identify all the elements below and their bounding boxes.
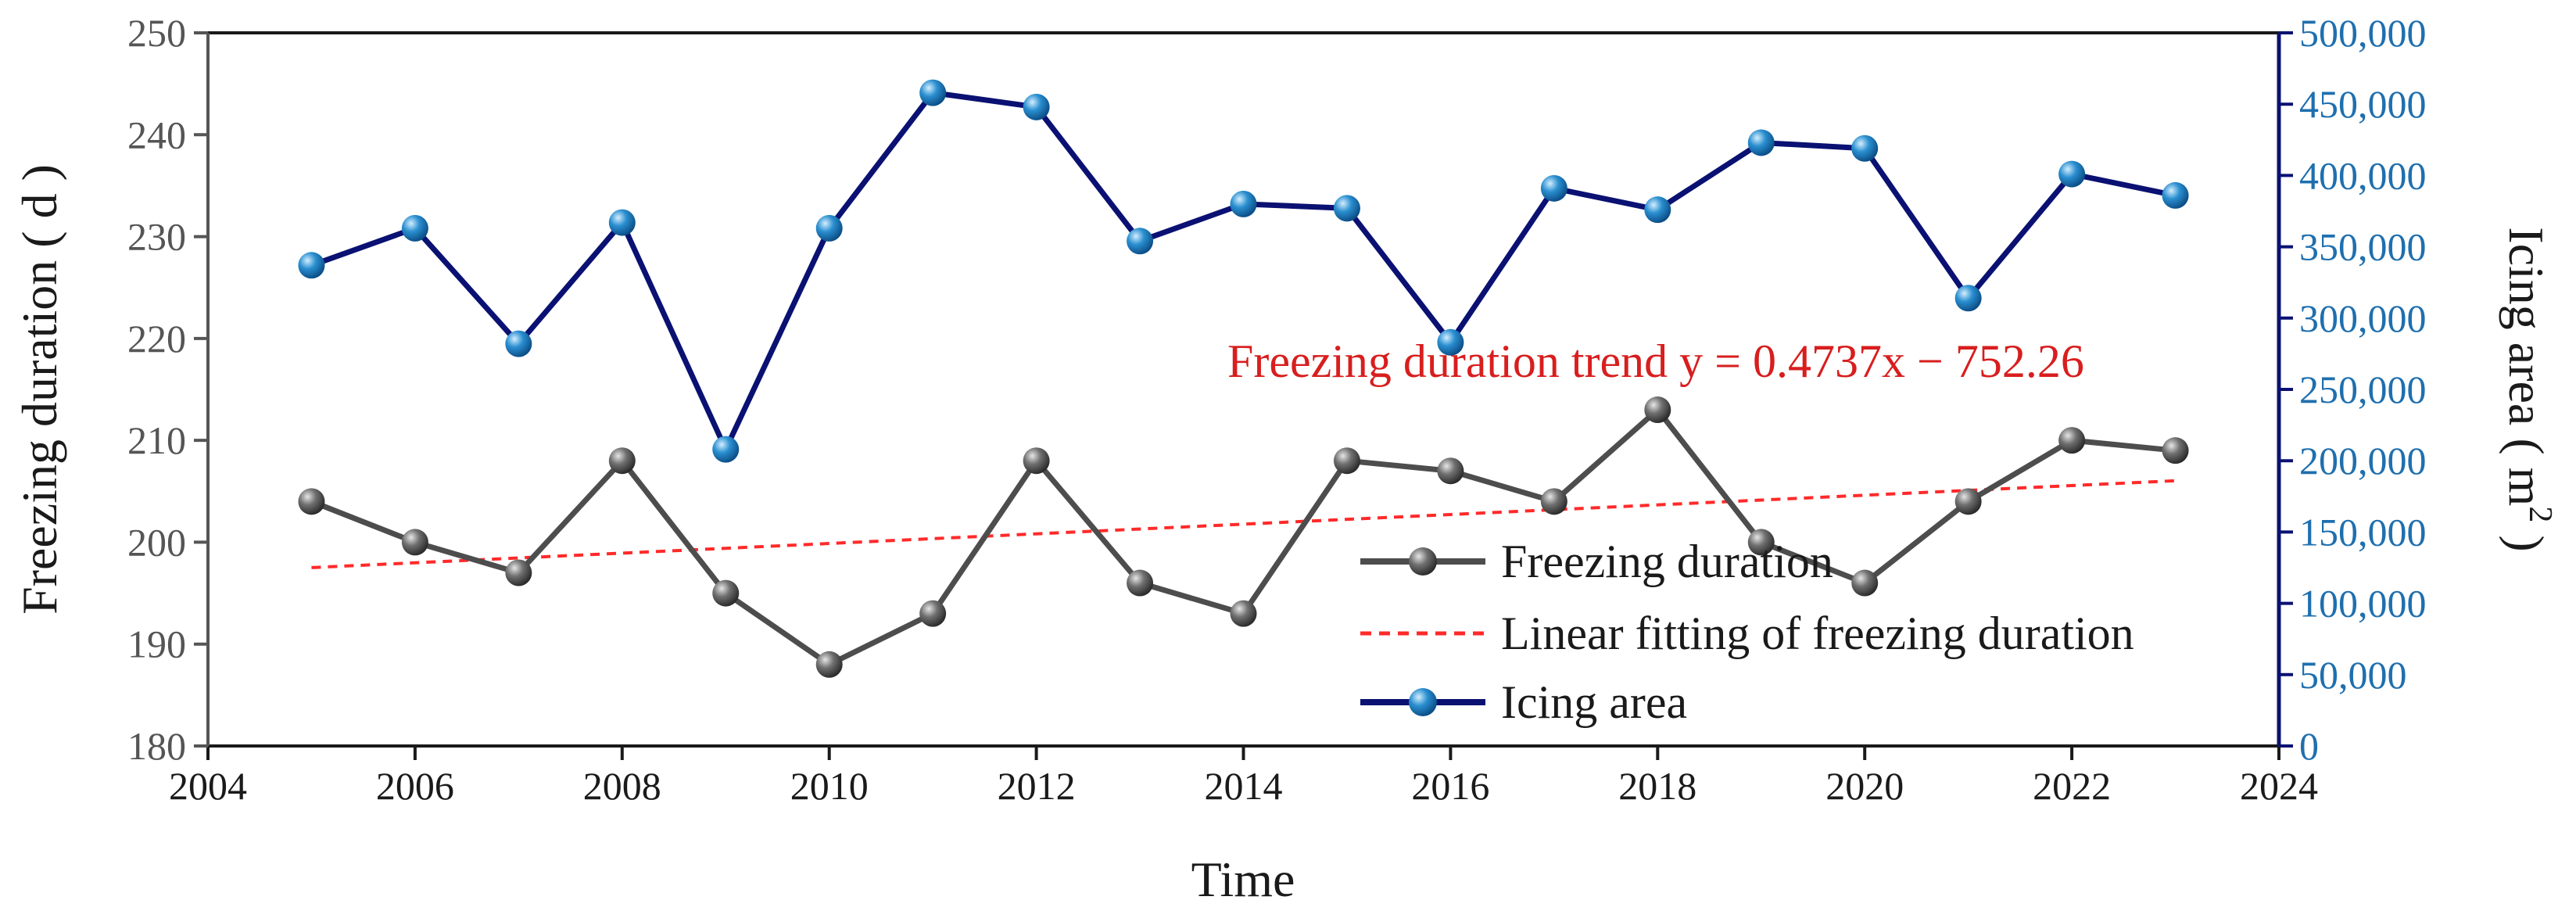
- legend-marker-icing-area: [1409, 688, 1437, 716]
- icing-area-point: [1230, 190, 1257, 217]
- y-axis-right-title: Icing area ( m2 ): [2499, 227, 2558, 551]
- y-left-tick-label: 190: [127, 622, 186, 666]
- y-axis-left-title: Freezing duration ( d ): [12, 164, 67, 615]
- y-left-tick-label: 200: [127, 520, 186, 564]
- y-right-tick-label: 300,000: [2299, 296, 2427, 340]
- y-right-ticks: 0 50,000 100,000 150,000 200,000 250,000 300,0…: [2279, 11, 2427, 768]
- icing-area-point: [919, 79, 947, 106]
- plot-area: [298, 79, 2189, 678]
- legend-marker-freezing-duration: [1409, 547, 1437, 576]
- freezing-duration-point: [1954, 488, 1982, 515]
- y-left-tick-label: 180: [127, 724, 186, 768]
- freezing-duration-point: [1023, 447, 1050, 475]
- y-axis-right-title-close: ): [2499, 522, 2554, 551]
- freezing-duration-point: [919, 600, 947, 627]
- icing-area-point: [401, 214, 428, 242]
- icing-area-point: [1851, 134, 1879, 162]
- x-tick-label: 2016: [1411, 764, 1489, 808]
- y-left-tick-label: 250: [127, 11, 186, 55]
- freezing-duration-point: [298, 488, 325, 515]
- x-tick-label: 2010: [790, 764, 869, 808]
- y-axis-right-title-main: Icing area ( m: [2499, 227, 2554, 506]
- series-icing-area-line: [310, 90, 2177, 453]
- y-right-tick-label: 450,000: [2299, 82, 2427, 126]
- icing-area-point: [1954, 285, 1982, 312]
- y-left-tick-label: 230: [127, 215, 186, 259]
- freezing-duration-point: [1230, 600, 1257, 627]
- legend-label-icing-area: Icing area: [1501, 676, 1687, 728]
- y-right-tick-label: 200,000: [2299, 439, 2427, 482]
- icing-area-point: [712, 436, 740, 463]
- icing-area-point: [1127, 228, 1154, 255]
- y-right-tick-label: 400,000: [2299, 153, 2427, 197]
- x-axis-title: Time: [1191, 852, 1295, 907]
- icing-area-point: [2058, 160, 2086, 188]
- y-right-tick-label: 150,000: [2299, 510, 2427, 554]
- x-tick-label: 2014: [1205, 764, 1283, 808]
- icing-area-point: [1540, 174, 1567, 202]
- y-left-tick-label: 220: [127, 317, 186, 360]
- freezing-duration-point: [505, 559, 532, 586]
- icing-area-point: [1333, 195, 1360, 222]
- freezing-duration-point: [2162, 437, 2189, 464]
- y-right-tick-label: 500,000: [2299, 11, 2427, 55]
- x-tick-label: 2006: [376, 764, 454, 808]
- legend-label-linear-fitting: Linear fitting of freezing duration: [1501, 608, 2134, 659]
- y-left-tick-label: 240: [127, 113, 186, 156]
- x-tick-label: 2008: [583, 764, 661, 808]
- icing-area-point: [2162, 181, 2189, 209]
- icing-area-point: [1437, 328, 1464, 356]
- freezing-duration-point: [1540, 488, 1567, 515]
- freezing-duration-point: [815, 651, 843, 678]
- x-tick-label: 2022: [2033, 764, 2111, 808]
- freezing-duration-point: [401, 529, 428, 556]
- icing-area-point: [815, 214, 843, 242]
- y-left-ticks: 180 190 200 210 220 230 240 250: [127, 11, 208, 768]
- freezing-duration-point: [1747, 529, 1775, 556]
- freezing-duration-point: [1127, 569, 1154, 597]
- freezing-duration-point: [1644, 396, 1671, 424]
- x-tick-label: 2020: [1825, 764, 1904, 808]
- legend-label-freezing-duration: Freezing duration: [1501, 536, 1833, 587]
- y-right-tick-label: 0: [2299, 724, 2319, 768]
- y-right-tick-label: 250,000: [2299, 368, 2427, 411]
- icing-area-point: [1747, 129, 1775, 156]
- x-tick-label: 2018: [1618, 764, 1696, 808]
- y-left-tick-label: 210: [127, 418, 186, 462]
- freezing-duration-point: [2058, 427, 2086, 454]
- icing-area-point: [505, 330, 532, 357]
- freezing-duration-point: [1437, 457, 1464, 485]
- icing-area-point: [608, 209, 636, 236]
- icing-area-point: [298, 252, 325, 279]
- legend: Freezing duration Linear fitting of free…: [1360, 536, 2134, 728]
- y-right-tick-label: 350,000: [2299, 225, 2427, 269]
- y-right-tick-label: 50,000: [2299, 653, 2407, 697]
- x-tick-label: 2004: [169, 764, 247, 808]
- freezing-duration-point: [1851, 569, 1879, 597]
- x-tick-label: 2012: [998, 764, 1076, 808]
- freezing-duration-point: [1333, 447, 1360, 475]
- icing-area-point: [1023, 93, 1050, 120]
- freezing-duration-point: [608, 447, 636, 475]
- x-ticks: 2004 2006 2008 2010 2012 2014 2016 2018 2020 2022…: [169, 746, 2318, 808]
- icing-area-point: [1644, 196, 1671, 224]
- trend-annotation: Freezing duration trend y = 0.4737x − 75…: [1227, 335, 2084, 387]
- freezing-duration-point: [712, 579, 740, 607]
- y-axis-right-title-superscript: 2: [2522, 506, 2558, 522]
- y-right-tick-label: 100,000: [2299, 582, 2427, 626]
- x-tick-label: 2024: [2240, 764, 2318, 808]
